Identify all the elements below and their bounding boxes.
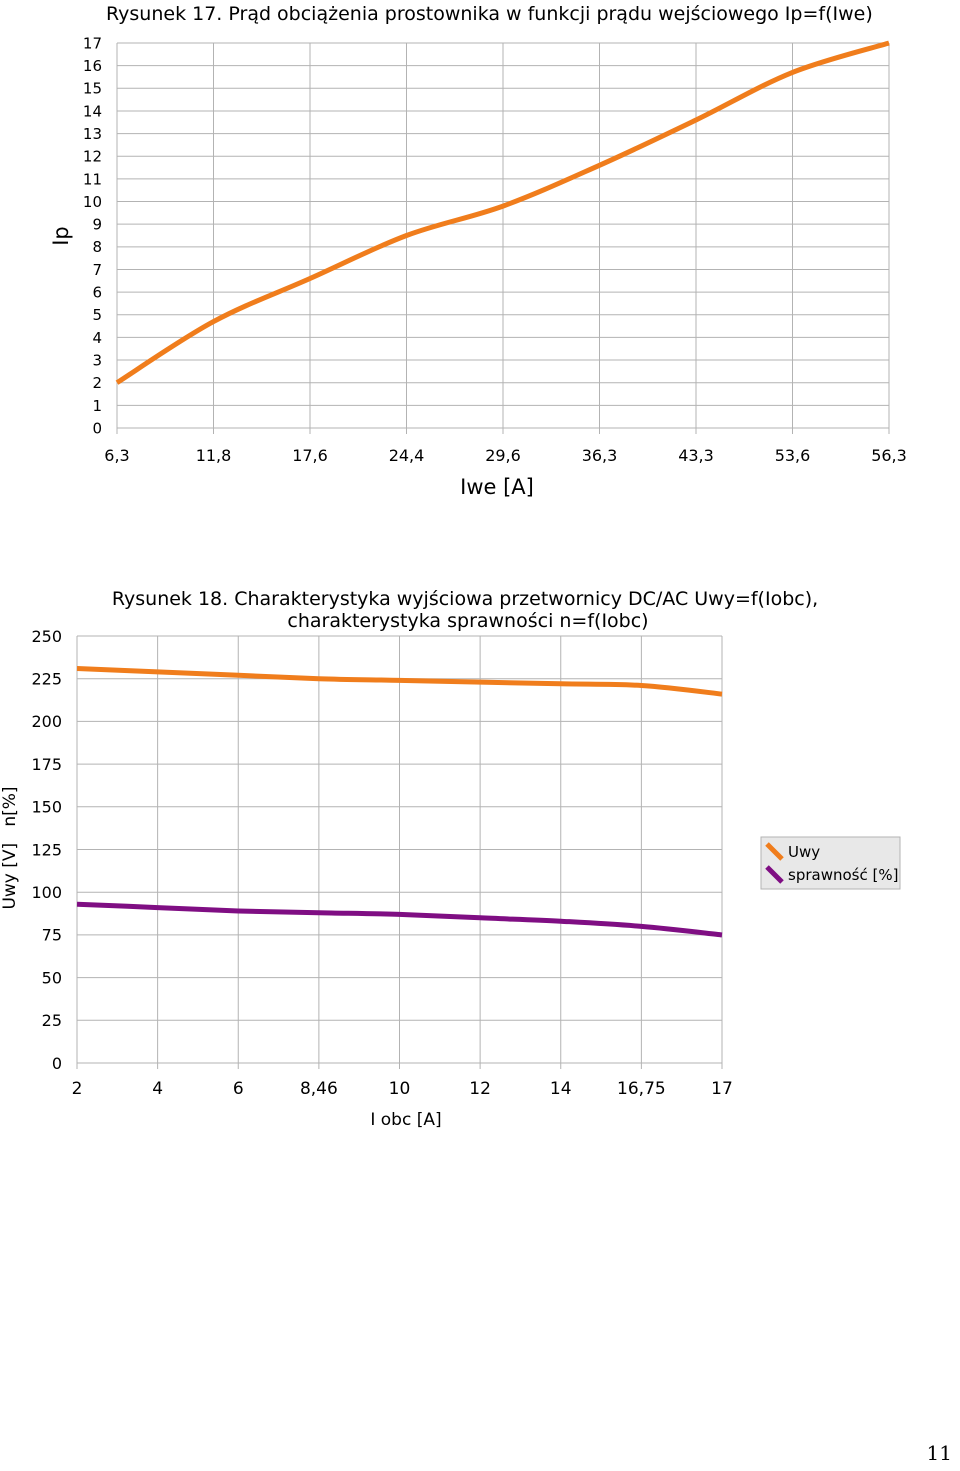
chart1-x-tick-label: 43,3 [678,446,714,465]
chart1-y-tick-label: 11 [83,170,102,188]
chart1-y-tick-label: 14 [83,102,102,120]
chart2-x-tick-label: 10 [389,1079,411,1099]
chart2-y-tick-label: 0 [52,1054,62,1073]
legend-swatch-uwy [765,842,784,861]
chart1-y-tick-label: 8 [92,238,102,256]
chart1-y-axis-label: Ip [49,226,73,246]
chart1-y-tick-label: 5 [92,306,102,324]
chart2-x-tick-label: 4 [152,1079,163,1099]
chart1-y-tick-label: 1 [92,397,102,415]
chart2-y-tick-label: 150 [31,798,62,817]
chart2-y-tick-labels: 0 25 50 75 100 125 150 175 200 225 250 [31,627,62,1073]
chart1-y-tick-label: 13 [83,125,102,143]
chart1-y-tick-label: 3 [92,351,102,369]
chart2-grid [76,635,723,1069]
chart2-series [76,666,723,938]
chart2-y-tick-label: 75 [42,926,62,945]
chart1-title: Rysunek 17. Prąd obciążenia prostownika … [106,3,873,25]
page-number: 11 [926,1441,952,1465]
chart1-y-tick-label: 12 [83,148,102,166]
chart2-series-line-sprawność [76,901,723,938]
chart1-y-tick-label: 15 [83,80,102,98]
chart2-x-tick-label: 14 [550,1079,572,1099]
chart1-x-axis-label: Iwe [A] [460,475,534,499]
chart2-title-line-1: Rysunek 18. Charakterystyka wyjściowa pr… [112,588,818,610]
chart1-x-tick-label: 29,6 [485,446,521,465]
chart2-y-tick-label: 50 [42,968,62,987]
chart2-x-tick-label: 6 [233,1079,244,1099]
chart1-y-tick-label: 4 [92,329,102,347]
legend-label-uwy: Uwy [788,843,820,861]
chart1-y-tick-label: 17 [83,34,102,52]
chart2-y-tick-label: 125 [31,840,62,859]
chart2-x-tick-labels: 2 4 6 8,46 10 12 14 16,75 17 [72,1079,733,1099]
chart1-x-tick-label: 24,4 [389,446,425,465]
chart1-y-tick-label: 7 [92,261,102,279]
chart1-x-tick-label: 11,8 [196,446,232,465]
legend-swatch-efficiency [765,865,784,884]
chart2-y-tick-label: 225 [31,669,62,688]
chart1-y-tick-label: 6 [92,284,102,302]
chart2-title-line-2: charakterystyka sprawności n=f(Iobc) [287,610,648,632]
chart2-y-tick-label: 250 [31,627,62,646]
chart1-x-tick-labels: 6,3 11,8 17,6 24,4 29,6 36,3 43,3 53,6 56,3 [104,446,907,465]
chart2-y-tick-label: 100 [31,883,62,902]
chart1-x-tick-label: 36,3 [582,446,618,465]
chart1-x-tick-label: 56,3 [871,446,907,465]
chart2-x-axis-label: I obc [A] [370,1110,441,1130]
legend-box [760,836,901,890]
chart1-y-tick-label: 2 [92,374,102,392]
chart2-x-tick-label: 2 [72,1079,83,1099]
chart1-y-tick-label: 9 [92,216,102,234]
chart1-x-tick-label: 53,6 [775,446,811,465]
chart2-y-tick-label: 175 [31,755,62,774]
chart1-y-tick-label: 0 [92,419,102,437]
chart-uwy-efficiency: Rysunek 18. Charakterystyka wyjściowa pr… [0,588,901,1130]
chart1-y-tick-label: 16 [83,57,102,75]
chart2-y-axis-label: Uwy [V] n[%] [0,786,20,909]
chart1-series-line-0 [115,40,890,385]
chart2-x-tick-label: 12 [469,1079,491,1099]
chart-ip-vs-iwe: Rysunek 17. Prąd obciążenia prostownika … [49,3,907,499]
chart1-series [115,40,890,385]
chart1-grid [116,42,890,434]
chart2-y-tick-label: 25 [42,1011,62,1030]
chart2-y-tick-label: 200 [31,712,62,731]
chart2-x-tick-label: 16,75 [617,1079,666,1099]
chart2-legend: Uwy sprawność [%] [760,836,901,890]
chart1-x-tick-label: 17,6 [292,446,328,465]
legend-label-efficiency: sprawność [%] [788,866,898,884]
chart1-y-tick-label: 10 [83,193,102,211]
chart2-x-tick-label: 8,46 [300,1079,338,1099]
chart2-series-line-uwy [76,666,723,697]
chart1-x-tick-label: 6,3 [104,446,129,465]
chart2-x-tick-label: 17 [711,1079,733,1099]
